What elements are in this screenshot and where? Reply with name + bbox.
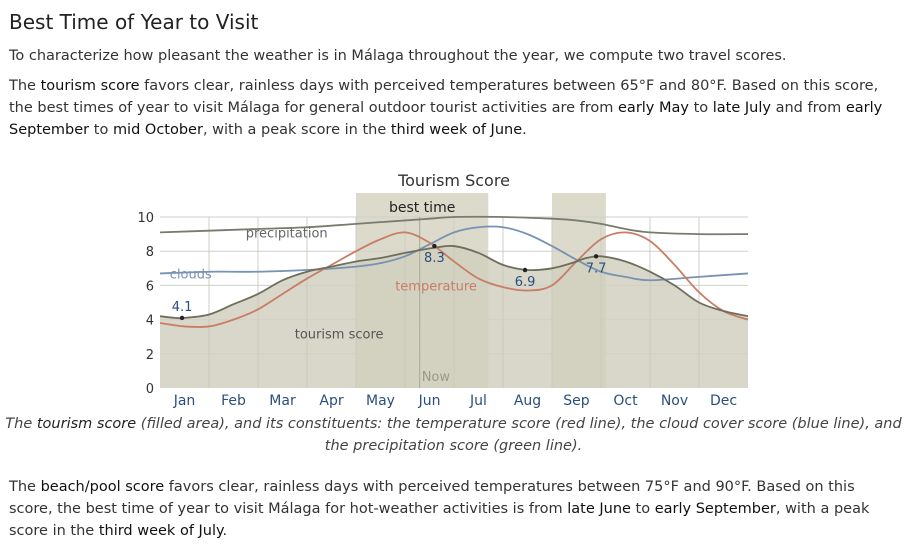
- x-tick-label: Jan: [173, 393, 196, 409]
- text-fragment: The: [5, 416, 37, 432]
- text-fragment: to: [630, 501, 655, 517]
- x-tick-label: Apr: [319, 393, 343, 409]
- score-point-label: 8.3: [424, 251, 445, 266]
- beach-peak-week: third week of July: [98, 523, 223, 539]
- beach-score-term: beach/pool score: [40, 479, 165, 495]
- peak-week: third week of June: [390, 122, 523, 138]
- beach-best-end: early September: [654, 501, 776, 517]
- series-label: clouds: [170, 268, 212, 283]
- y-tick-label: 6: [146, 279, 154, 294]
- text-fragment: .: [222, 523, 228, 539]
- tourism-score-term: tourism score: [40, 78, 140, 94]
- score-point: [593, 254, 599, 259]
- x-tick-label: Nov: [661, 393, 688, 409]
- series-label: tourism score: [295, 327, 384, 342]
- section-heading: Best Time of Year to Visit: [9, 10, 259, 34]
- x-tick-label: Dec: [710, 393, 737, 409]
- beach-best-start: late June: [567, 501, 631, 517]
- text-fragment: The: [9, 479, 41, 495]
- y-tick-label: 8: [146, 245, 154, 260]
- y-tick-label: 0: [146, 382, 154, 397]
- text-fragment: , with a peak score in the: [9, 501, 870, 539]
- y-tick-label: 10: [137, 211, 154, 226]
- score-point: [522, 267, 528, 273]
- intro-paragraph: To characterize how pleasant the weather…: [9, 48, 787, 64]
- series-label: temperature: [395, 280, 477, 295]
- best-time-start-1: early May: [618, 100, 689, 116]
- text-fragment: , with a peak score in the: [202, 122, 391, 138]
- now-label: Now: [422, 370, 451, 385]
- beach-score-paragraph: The beach/pool score favors clear, rainl…: [9, 476, 894, 542]
- best-time-start-2: early September: [9, 100, 883, 138]
- best-time-end-2: mid October: [112, 122, 203, 138]
- caption-tourism-term: tourism score: [36, 416, 137, 432]
- text-fragment: to: [89, 122, 113, 138]
- text-fragment: .: [522, 122, 527, 138]
- x-tick-label: Jul: [469, 393, 487, 409]
- best-time-label: best time: [389, 200, 455, 216]
- text-fragment: The: [9, 78, 41, 94]
- x-tick-label: Aug: [514, 393, 541, 409]
- score-point: [432, 243, 437, 249]
- text-fragment: (filled area), and its constituents: the…: [136, 416, 902, 454]
- score-point-label: 4.1: [172, 300, 193, 315]
- series-label: precipitation: [246, 227, 328, 242]
- y-tick-label: 2: [146, 348, 154, 363]
- x-tick-label: Oct: [613, 393, 638, 409]
- text-fragment: and from: [770, 100, 846, 116]
- precipitation-line: [159, 215, 749, 236]
- score-point-label: 6.9: [515, 275, 536, 290]
- best-time-end-1: late July: [712, 100, 771, 116]
- y-tick-label: 4: [146, 314, 154, 329]
- x-tick-label: Jun: [418, 393, 441, 409]
- text-fragment: favors clear, rainless days with perceiv…: [9, 479, 855, 517]
- text-fragment: to: [688, 100, 713, 116]
- score-point-label: 7.7: [586, 261, 607, 276]
- tourism-score-paragraph: The tourism score favors clear, rainless…: [9, 75, 894, 141]
- x-tick-label: Sep: [563, 393, 590, 409]
- tourism-score-chart: Tourism Score best time 0 2 4 6 8 10 Now precipit…: [137, 171, 749, 409]
- x-tick-label: May: [366, 393, 395, 409]
- x-tick-label: Mar: [269, 393, 296, 409]
- clouds-line: [159, 225, 749, 282]
- score-point: [179, 315, 185, 321]
- chart-title: Tourism Score: [397, 171, 510, 190]
- x-tick-label: Feb: [221, 393, 246, 409]
- temperature-line: [159, 231, 749, 328]
- chart-caption: The tourism score (filled area), and its…: [0, 413, 907, 457]
- text-fragment: favors clear, rainless days with perceiv…: [9, 78, 879, 116]
- tourism-score-line: [159, 244, 749, 320]
